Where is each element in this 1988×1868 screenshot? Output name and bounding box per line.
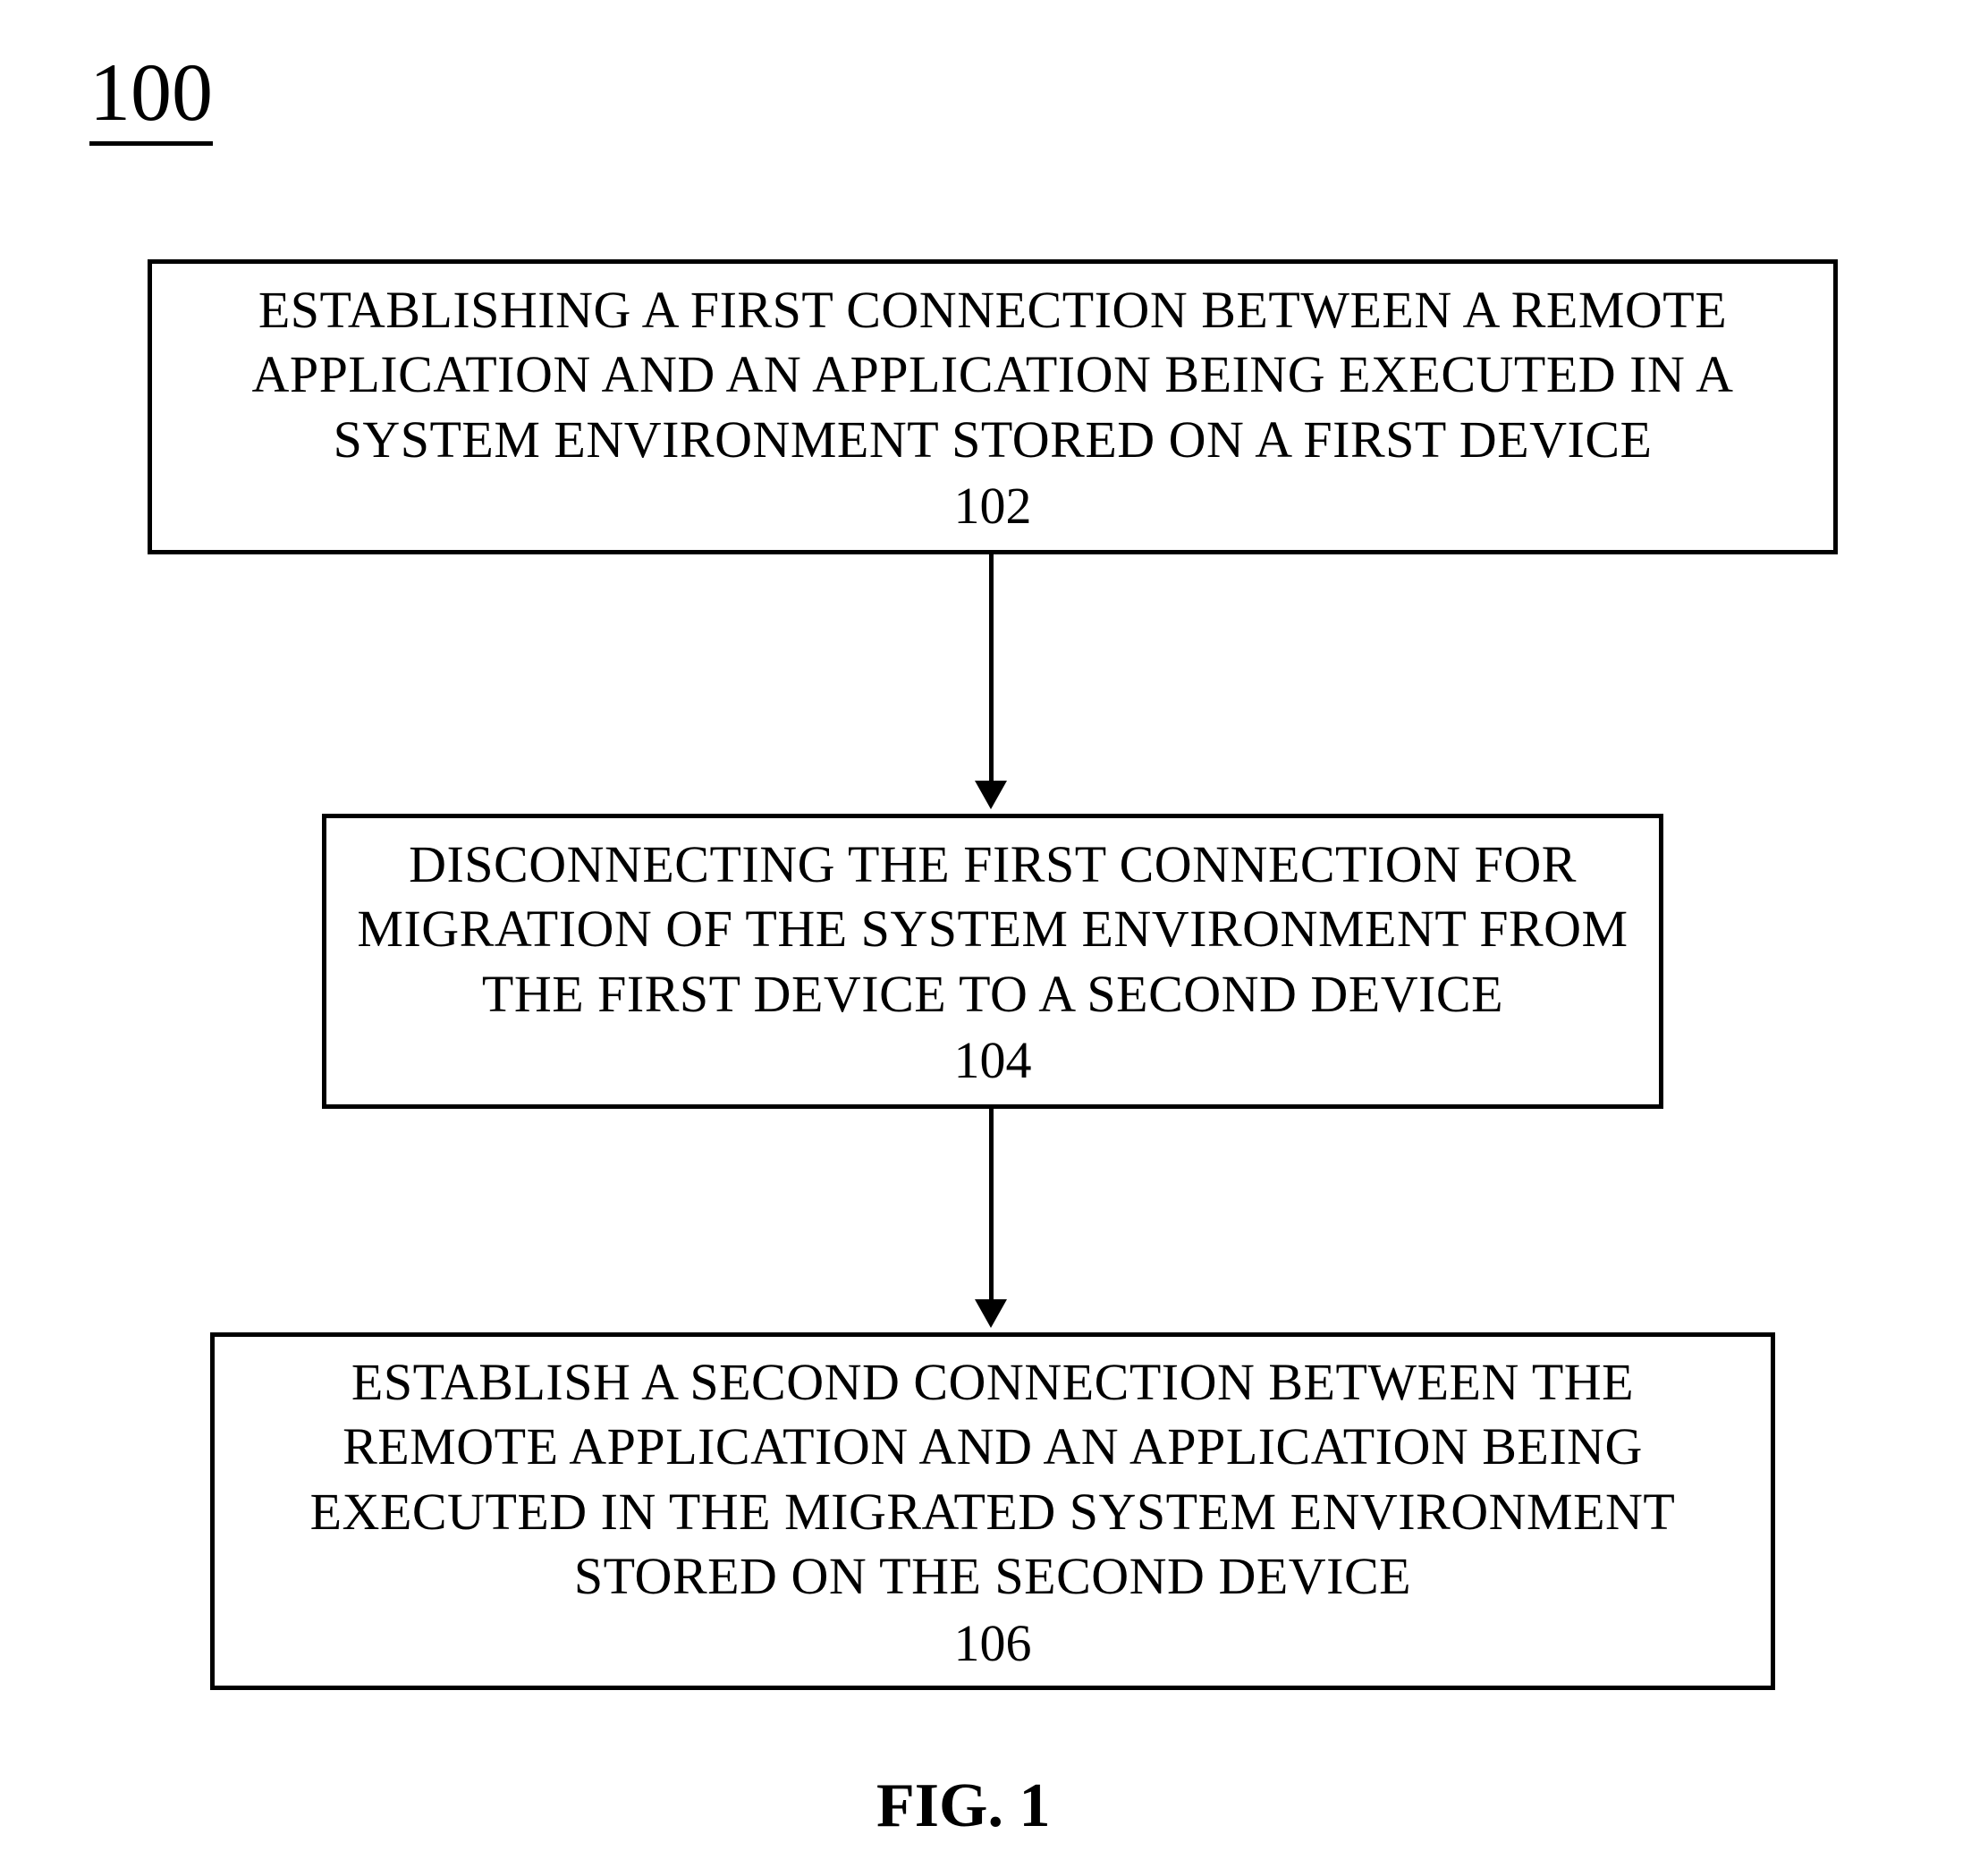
arrow-2-line (989, 1109, 994, 1303)
step-2-number: 104 (954, 1030, 1032, 1090)
arrow-1-head (975, 781, 1007, 809)
step-1-text: ESTABLISHING A FIRST CONNECTION BETWEEN … (179, 278, 1806, 473)
flowchart-step-2: DISCONNECTING THE FIRST CONNECTION FOR M… (322, 814, 1663, 1109)
figure-caption: FIG. 1 (876, 1771, 1050, 1842)
arrow-1-line (989, 554, 994, 784)
step-1-number: 102 (954, 476, 1032, 536)
step-2-text: DISCONNECTING THE FIRST CONNECTION FOR M… (353, 833, 1632, 1027)
flowchart-step-3: ESTABLISH A SECOND CONNECTION BETWEEN TH… (210, 1332, 1775, 1690)
flowchart-step-1: ESTABLISHING A FIRST CONNECTION BETWEEN … (148, 259, 1838, 554)
figure-number-label: 100 (89, 45, 213, 146)
step-3-text: ESTABLISH A SECOND CONNECTION BETWEEN TH… (241, 1350, 1744, 1610)
step-3-number: 106 (954, 1613, 1032, 1673)
arrow-2-head (975, 1299, 1007, 1328)
